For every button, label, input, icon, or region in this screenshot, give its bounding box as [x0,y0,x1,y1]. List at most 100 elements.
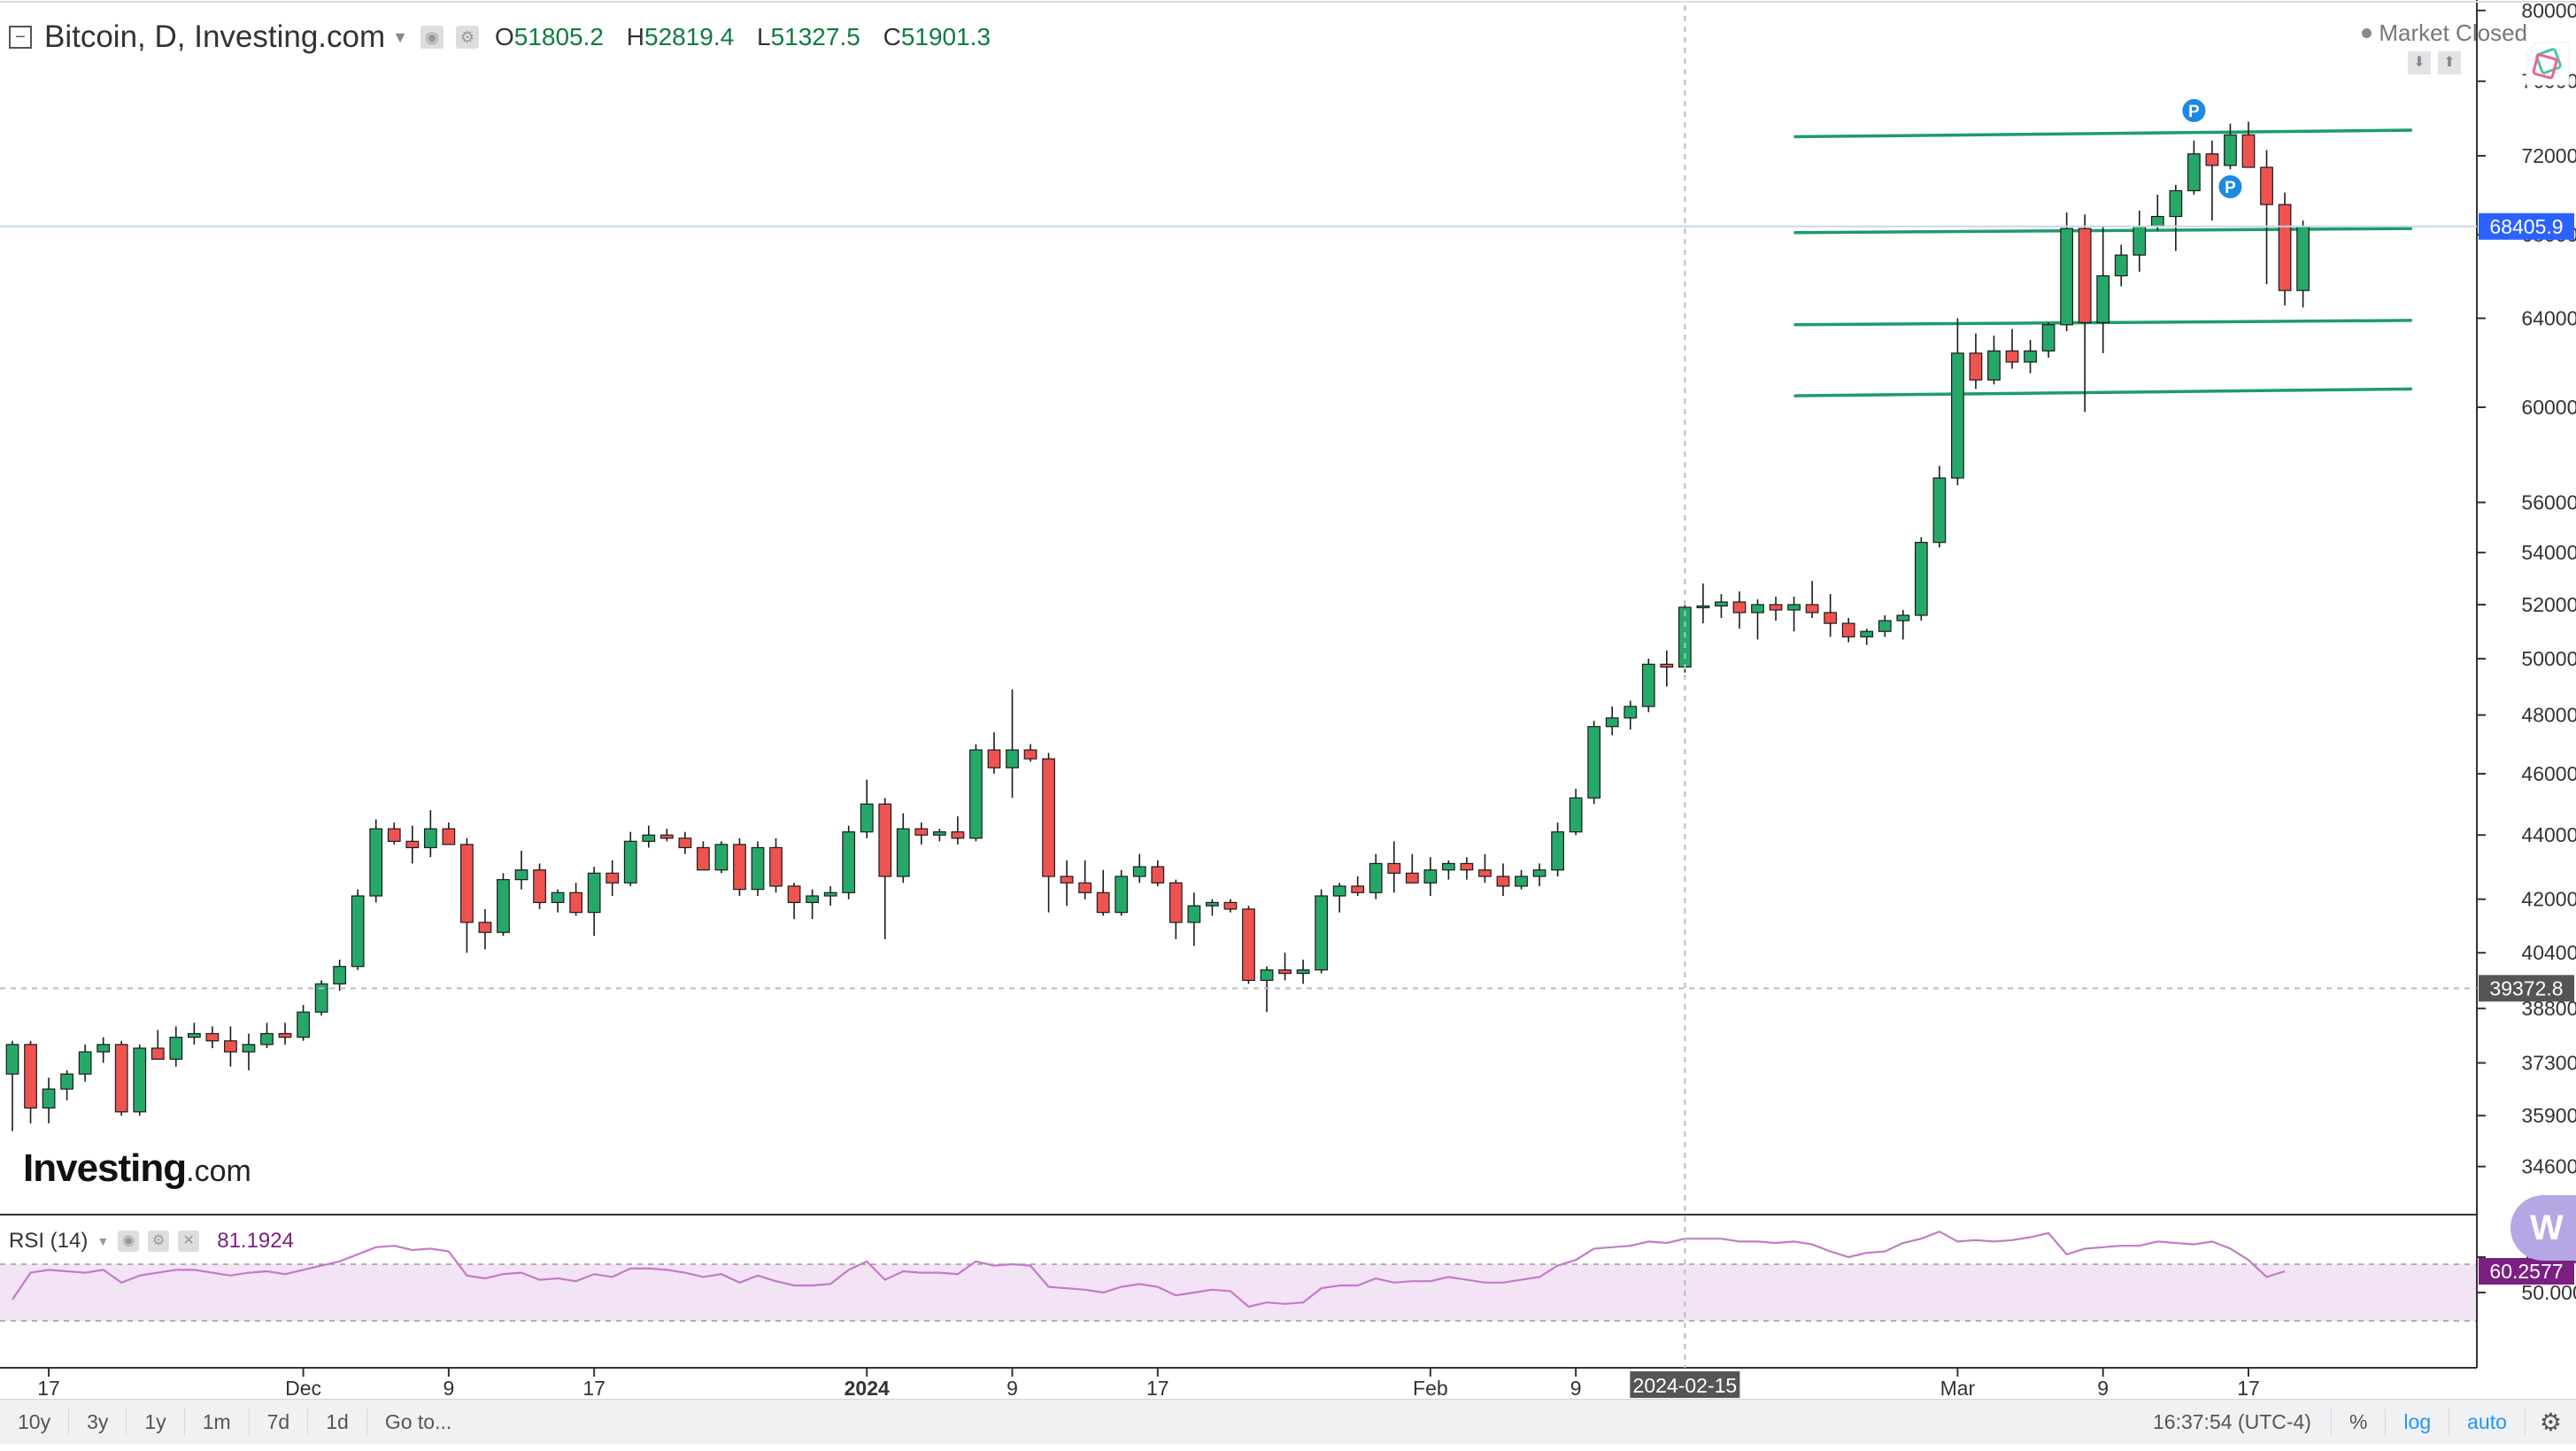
clock-time[interactable]: 16:37:54 (UTC-4) [2133,1409,2332,1435]
candle [1078,860,1092,899]
rsi-pane: 75.000050.000060.2577 [0,1230,2576,1322]
candle-body [1896,614,1910,621]
range-1d-button[interactable]: 1d [308,1409,367,1435]
candle-body [187,1032,201,1038]
candle [1805,581,1819,619]
horizontal-level-line [1793,128,2412,139]
price-tick-label: 40400.0 [2521,941,2576,964]
candle-body [169,1037,183,1061]
log-toggle[interactable]: log [2386,1409,2450,1435]
candle [1478,853,1492,884]
range-3y-button[interactable]: 3y [69,1409,127,1435]
price-tag-label: 68405.9 [2489,215,2563,238]
candle-body [1078,882,1092,893]
time-tick-label: Dec [285,1377,321,1400]
candle [987,732,1001,774]
candle [587,867,601,937]
candle [133,1044,147,1116]
price-tick-label: 80000.0 [2521,0,2576,22]
candle-body [569,891,583,914]
candle-body [1423,869,1438,884]
candle-body [1206,901,1219,907]
chart-background [0,0,2576,1399]
candle-body [733,844,746,891]
candle-body [2041,324,2055,352]
candle-body [1168,882,1183,923]
candle [2005,328,2019,369]
instrument-title[interactable]: Bitcoin, D, Investing.com [44,19,386,54]
candle-body [297,1011,310,1038]
candle-body [551,891,565,904]
auto-toggle[interactable]: auto [2449,1409,2526,1435]
candle [2114,244,2128,287]
candle-body [1006,749,1019,768]
price-tick-label: 64000.0 [2521,306,2576,329]
candle [423,810,437,858]
rsi-label[interactable]: RSI (14) [9,1229,89,1253]
candle-body [1715,601,1728,607]
price-tick-label: 56000.0 [2521,491,2576,514]
candle [24,1040,37,1123]
toolbar-right: 16:37:54 (UTC-4) % log auto ⚙ [2133,1400,2576,1444]
eye-icon[interactable]: ◉ [118,1231,140,1252]
candle-body [823,891,837,897]
rsi-band [0,1264,2477,1321]
candle [1932,466,1947,548]
range-7d-button[interactable]: 7d [250,1409,309,1435]
candle [1641,659,1655,713]
price-tick-label: 37300.0 [2521,1052,2576,1075]
widget-bubble-icon[interactable]: W [2510,1195,2576,1261]
candle [1824,594,1838,637]
range-1m-button[interactable]: 1m [185,1409,250,1435]
candle-body [1023,749,1037,760]
candle [860,779,874,838]
candle-body [260,1032,274,1046]
candle [1023,744,1037,762]
close-icon[interactable]: ✕ [178,1231,200,1252]
collapse-icon[interactable]: − [9,26,32,49]
rsi-value: 81.1924 [217,1229,294,1253]
chevron-down-icon[interactable]: ▼ [96,1234,110,1248]
settings-icon[interactable]: ⚙ [148,1231,170,1252]
candle-body [1860,630,1874,637]
eye-icon[interactable]: ◉ [420,26,443,49]
candle-body [133,1047,147,1113]
ohlc-high-key: H [626,23,644,50]
candle [2096,226,2110,353]
candle-body [1060,876,1074,884]
range-10y-button[interactable]: 10y [0,1409,70,1435]
candle-body [642,834,656,842]
arrow-down-icon[interactable]: ⬇ [2408,51,2431,74]
market-status: Market Closed [2362,19,2527,47]
candle [623,831,637,886]
candle [605,860,620,897]
candle-body [314,983,328,1013]
candle-body [405,840,420,849]
time-tick-label: 17 [1146,1377,1169,1400]
gear-icon[interactable]: ⚙ [2539,1408,2562,1436]
candle-body [1824,612,1838,624]
candle [1369,853,1383,899]
layers-icon[interactable] [2519,35,2576,92]
candle-body [860,803,874,833]
market-status-text: Market Closed [2379,19,2527,46]
candle [659,829,674,842]
candle [1878,615,1892,637]
arrow-up-icon[interactable]: ⬆ [2438,51,2461,74]
range-1y-button[interactable]: 1y [127,1409,185,1435]
candle [1496,863,1510,897]
candle-body [1569,797,1583,833]
alert-label: P [2225,179,2236,197]
candle [1442,860,1455,880]
candle [1006,689,1019,799]
percent-toggle[interactable]: % [2332,1409,2387,1435]
candle-body [1405,872,1419,884]
chevron-down-icon[interactable]: ▼ [392,27,408,46]
settings-icon[interactable]: ⚙ [455,26,479,49]
candle [1042,753,1055,913]
candle [169,1026,183,1067]
candle [823,885,837,907]
goto-button[interactable]: Go to... [384,1410,452,1433]
candle-body [1587,726,1601,799]
